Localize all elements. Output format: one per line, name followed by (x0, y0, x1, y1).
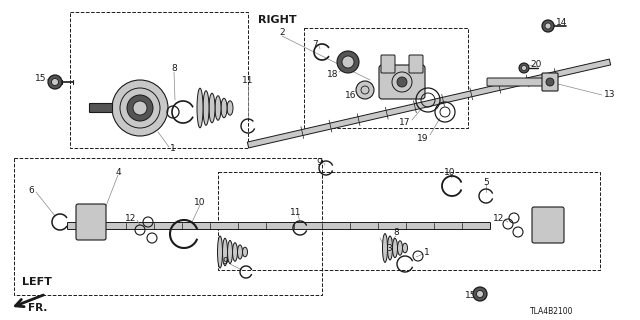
Circle shape (522, 66, 527, 70)
Text: 4: 4 (115, 167, 121, 177)
Circle shape (397, 77, 407, 87)
Circle shape (477, 291, 483, 298)
Circle shape (120, 88, 160, 128)
Text: 15: 15 (35, 74, 46, 83)
Ellipse shape (392, 238, 397, 258)
Text: 14: 14 (556, 18, 568, 27)
Text: 3: 3 (386, 244, 392, 252)
Circle shape (361, 86, 369, 94)
FancyBboxPatch shape (409, 55, 423, 73)
FancyBboxPatch shape (532, 207, 564, 243)
Ellipse shape (215, 96, 221, 120)
Circle shape (112, 80, 168, 136)
Ellipse shape (237, 245, 243, 259)
Text: 17: 17 (399, 117, 410, 126)
Text: 12: 12 (493, 213, 504, 222)
Text: 11: 11 (291, 207, 301, 217)
FancyBboxPatch shape (76, 204, 106, 240)
FancyBboxPatch shape (90, 103, 113, 113)
Text: LEFT: LEFT (22, 277, 52, 287)
Text: 15: 15 (465, 291, 476, 300)
FancyBboxPatch shape (487, 78, 544, 86)
Ellipse shape (387, 236, 392, 260)
Text: 10: 10 (444, 167, 456, 177)
Ellipse shape (227, 101, 233, 115)
Circle shape (337, 51, 359, 73)
Text: 11: 11 (243, 76, 253, 84)
Text: 8: 8 (171, 63, 177, 73)
Text: 20: 20 (530, 60, 541, 68)
Circle shape (473, 287, 487, 301)
Text: 7: 7 (312, 39, 318, 49)
Circle shape (546, 78, 554, 86)
Ellipse shape (209, 93, 215, 123)
Ellipse shape (223, 238, 227, 266)
Circle shape (133, 101, 147, 115)
Ellipse shape (403, 243, 408, 253)
Text: 9: 9 (222, 258, 228, 267)
Ellipse shape (221, 98, 227, 118)
Ellipse shape (243, 247, 248, 257)
FancyBboxPatch shape (67, 222, 490, 229)
Text: TLA4B2100: TLA4B2100 (530, 308, 573, 316)
FancyBboxPatch shape (542, 73, 558, 91)
Circle shape (48, 75, 62, 89)
Text: 16: 16 (344, 91, 356, 100)
Circle shape (356, 81, 374, 99)
FancyBboxPatch shape (381, 55, 395, 73)
Text: 12: 12 (125, 213, 136, 222)
Text: 2: 2 (279, 28, 285, 36)
Text: 18: 18 (326, 69, 338, 78)
Text: 8: 8 (393, 228, 399, 236)
Circle shape (392, 72, 412, 92)
Circle shape (127, 95, 153, 121)
Text: 10: 10 (195, 197, 205, 206)
Text: 1: 1 (424, 247, 429, 257)
Circle shape (545, 23, 551, 29)
Text: FR.: FR. (28, 303, 47, 313)
Text: 13: 13 (604, 90, 616, 99)
Circle shape (542, 20, 554, 32)
Ellipse shape (218, 236, 223, 268)
Text: 5: 5 (483, 178, 489, 187)
Text: RIGHT: RIGHT (258, 15, 296, 25)
FancyBboxPatch shape (379, 65, 425, 99)
Polygon shape (247, 59, 611, 148)
Text: 1: 1 (170, 143, 176, 153)
Ellipse shape (203, 91, 209, 125)
Ellipse shape (227, 241, 232, 264)
Circle shape (342, 56, 354, 68)
Ellipse shape (397, 241, 403, 255)
Circle shape (51, 78, 58, 85)
Text: 9: 9 (316, 157, 322, 166)
Circle shape (519, 63, 529, 73)
Text: 6: 6 (28, 186, 34, 195)
Ellipse shape (383, 234, 387, 262)
Ellipse shape (232, 243, 237, 261)
Ellipse shape (197, 88, 203, 128)
Text: 19: 19 (417, 133, 428, 142)
